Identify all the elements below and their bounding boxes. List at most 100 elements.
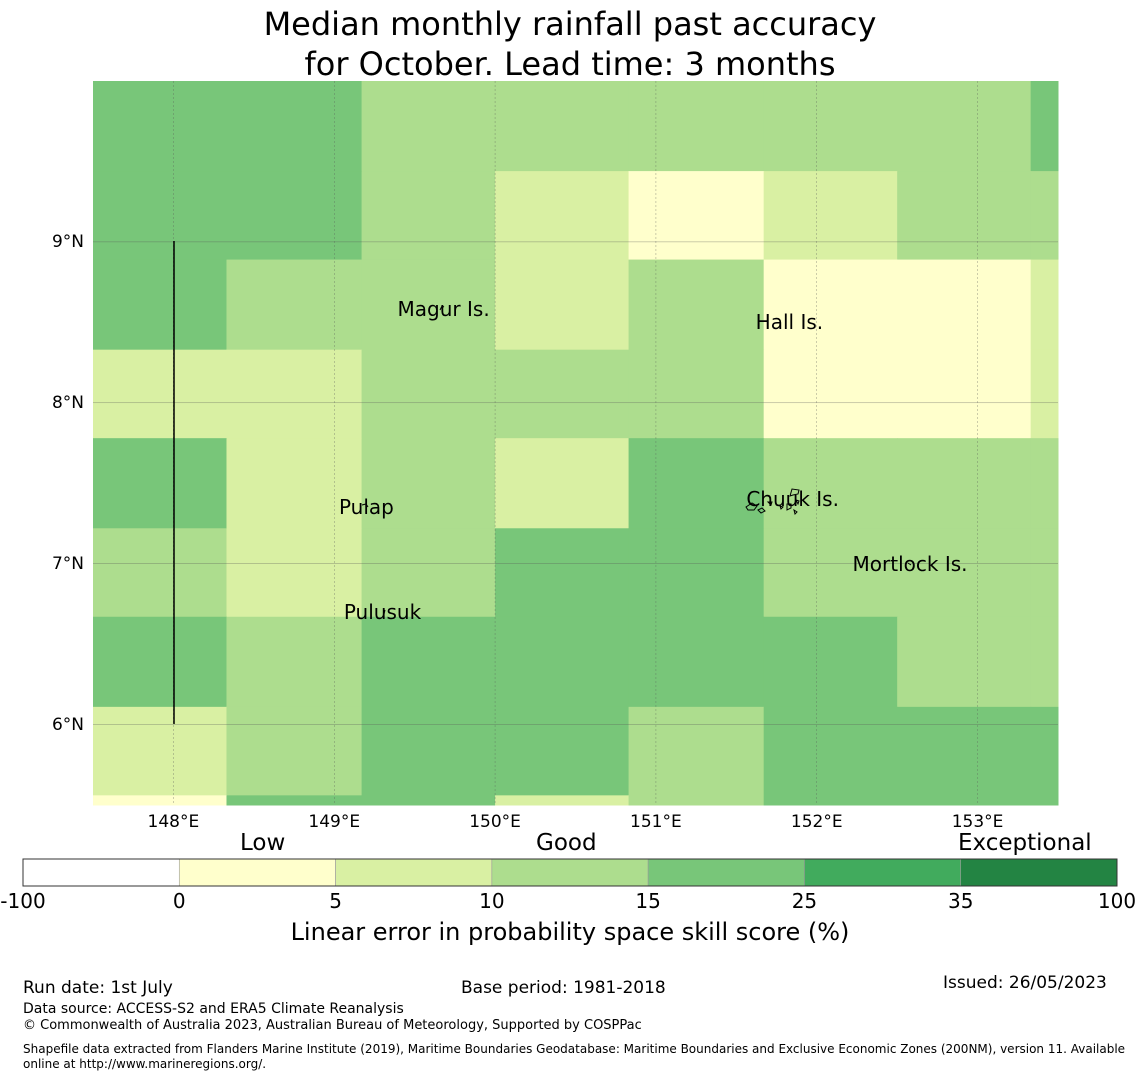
grid-cell <box>361 616 496 708</box>
grid-cell <box>495 349 630 439</box>
latitude-label: 8°N <box>51 392 84 413</box>
grid-cell <box>93 706 227 796</box>
magur-island-outline <box>439 305 445 311</box>
longitude-label: 153°E <box>951 812 1004 832</box>
legend-category-good: Good <box>536 830 597 856</box>
place-label: Magur Is. <box>397 297 490 322</box>
grid-cell <box>763 171 898 261</box>
grid-cell <box>495 438 630 529</box>
place-label: Mortlock Is. <box>852 551 968 576</box>
grid-cell <box>628 349 765 439</box>
grid-cell <box>763 616 898 708</box>
latitude-label: 7°N <box>51 553 84 574</box>
grid-cell <box>495 616 630 708</box>
grid-cell <box>628 706 765 796</box>
mortlock-island-outline <box>907 562 912 566</box>
island-outlines <box>361 305 912 615</box>
colorbar-segment <box>178 858 336 887</box>
grid-cell <box>495 259 630 351</box>
colorbar-segment <box>960 858 1118 887</box>
longitude-label: 152°E <box>790 812 843 832</box>
colorbar-tick-label: 100 <box>1097 889 1137 913</box>
grid-cell <box>628 259 765 351</box>
chart-title: Median monthly rainfall past accuracy fo… <box>0 4 1140 84</box>
place-label: Chuuk Is. <box>746 487 839 512</box>
colorbar <box>22 858 1118 887</box>
grid-cell <box>897 528 1032 618</box>
grid-cell <box>361 81 496 172</box>
colorbar-segment <box>22 858 180 887</box>
longitude-label: 149°E <box>308 812 361 832</box>
grid-cell <box>1030 528 1059 618</box>
longitude-label: 148°E <box>147 812 200 832</box>
grid-cell <box>628 81 765 172</box>
grid-cell <box>1030 706 1059 796</box>
grid-cell <box>495 528 630 618</box>
grid-cell <box>628 171 765 261</box>
colorbar-tick-label: 5 <box>329 889 342 913</box>
grid-cell <box>1030 795 1059 806</box>
grid-cell <box>1030 259 1059 351</box>
grid-cell <box>763 438 898 529</box>
grid-cell <box>1030 349 1059 439</box>
grid-cell <box>93 528 227 618</box>
grid-cell <box>1030 616 1059 708</box>
chuuk-lagoon-outline <box>745 488 800 515</box>
grid-cell <box>897 438 1032 529</box>
issued-date: Issued: 26/05/2023 <box>943 973 1107 993</box>
grid-cell <box>226 171 363 261</box>
colorbar-segment <box>335 858 493 887</box>
title-line-1: Median monthly rainfall past accuracy <box>263 5 877 43</box>
colorbar-segment <box>491 858 649 887</box>
colorbar-segment <box>647 858 805 887</box>
grid-cell <box>93 438 227 529</box>
grid-cell <box>226 528 363 618</box>
skill-grid <box>93 81 1059 806</box>
grid-cell <box>763 259 898 351</box>
grid-cell <box>897 349 1032 439</box>
grid-cell <box>226 706 363 796</box>
grid-cell <box>763 81 898 172</box>
grid-cell <box>361 528 496 618</box>
grid-cell <box>226 81 363 172</box>
colorbar-frame <box>22 858 1118 887</box>
colorbar-tick-label: 10 <box>479 889 505 913</box>
grid-cell <box>897 616 1032 708</box>
run-date: Run date: 1st July <box>23 978 173 998</box>
grid-cell <box>763 528 898 618</box>
grid-cell <box>361 706 496 796</box>
grid-cell <box>495 171 630 261</box>
grid-cell <box>226 438 363 529</box>
grid-cell <box>763 706 898 796</box>
place-label: Pulusuk <box>343 599 422 624</box>
grid-cell <box>361 438 496 529</box>
grid-cell <box>763 349 898 439</box>
grid-cell <box>361 259 496 351</box>
colorbar-segment <box>804 858 962 887</box>
colorbar-title: Linear error in probability space skill … <box>290 918 850 946</box>
grid-cell <box>495 81 630 172</box>
colorbar-tick-label: 0 <box>172 889 186 913</box>
pulusuk-island-outline <box>383 609 386 615</box>
grid-cell <box>1030 81 1059 172</box>
colorbar-tick-label: 15 <box>635 889 661 913</box>
place-label: Hall Is. <box>755 310 824 335</box>
grid-cell <box>1030 171 1059 261</box>
shapefile-credit-line-1: Shapefile data extracted from Flanders M… <box>23 1042 1126 1056</box>
base-period: Base period: 1981-2018 <box>461 978 666 998</box>
grid-cell <box>628 795 765 806</box>
grid-cell <box>361 349 496 439</box>
grid-cell <box>897 171 1032 261</box>
grid-cell <box>763 795 898 806</box>
grid-cell <box>93 81 227 172</box>
colorbar-tick-label: 35 <box>947 889 974 913</box>
data-source: Data source: ACCESS-S2 and ERA5 Climate … <box>23 1001 404 1017</box>
grid-cell <box>226 349 363 439</box>
grid-cell <box>93 795 227 806</box>
grid-cell <box>226 795 363 806</box>
grid-cell <box>361 171 496 261</box>
copyright: © Commonwealth of Australia 2023, Austra… <box>23 1018 642 1033</box>
colorbar-tick-label: 25 <box>791 889 818 913</box>
grid-cell <box>495 706 630 796</box>
legend-category-low: Low <box>240 830 286 856</box>
